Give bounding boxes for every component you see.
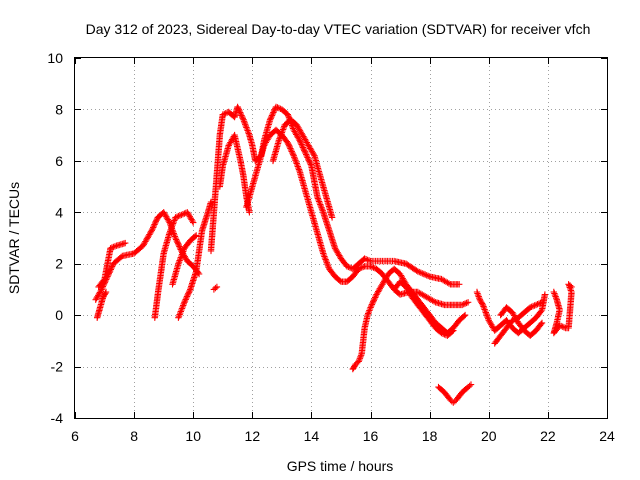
series-track-2 [95, 239, 129, 291]
x-axis-label: GPS time / hours [287, 458, 394, 474]
marker-trail [391, 278, 457, 339]
series-track-6 [169, 232, 200, 288]
marker-trail [269, 116, 336, 221]
grid [75, 58, 607, 418]
marker-trail [175, 198, 215, 321]
x-tick-label: 20 [481, 428, 497, 444]
series-track-13 [391, 278, 457, 339]
marker-trail [94, 288, 110, 321]
y-tick-label: 2 [55, 256, 63, 272]
series-track-11 [269, 116, 336, 221]
series-track-8 [207, 103, 463, 288]
x-tick-label: 6 [71, 428, 79, 444]
series-track-9 [216, 131, 253, 216]
x-tick-label: 16 [363, 428, 379, 444]
marker-trail [216, 131, 253, 216]
x-tick-label: 12 [245, 428, 261, 444]
marker-trail [169, 232, 200, 288]
y-tick-labels: -4 -2 0 2 4 6 8 10 [47, 50, 63, 426]
series-track-14 [435, 381, 475, 406]
series-track-3 [94, 288, 110, 321]
series-track-16 [491, 299, 546, 347]
y-tick-label: 10 [47, 50, 63, 66]
series-track-18 [550, 281, 575, 337]
axis-ticks [75, 58, 608, 419]
marker-trail [491, 299, 546, 347]
marker-trail [497, 304, 546, 339]
marker-trail [435, 381, 475, 406]
y-tick-label: 4 [55, 204, 63, 220]
y-axis-label: SDTVAR / TECUs [6, 182, 22, 294]
y-tick-label: 0 [55, 307, 63, 323]
marker-trail [95, 239, 129, 291]
x-tick-label: 22 [540, 428, 556, 444]
marker-trail [550, 281, 575, 337]
x-tick-labels: 6 8 10 12 14 16 18 20 22 24 [71, 428, 615, 444]
series-track-17 [497, 304, 546, 339]
series-track-4 [151, 209, 197, 321]
marker-trail [210, 283, 221, 293]
series-track-5 [175, 198, 215, 321]
x-tick-label: 24 [599, 428, 615, 444]
series-track-7 [210, 283, 221, 293]
x-tick-label: 8 [130, 428, 138, 444]
marker-trail [207, 103, 463, 288]
y-tick-label: 8 [55, 101, 63, 117]
plot-frame [74, 57, 608, 419]
y-tick-label: 6 [55, 153, 63, 169]
marker-trail [151, 209, 197, 321]
x-tick-label: 10 [185, 428, 201, 444]
y-tick-label: -4 [51, 410, 64, 426]
y-tick-label: -2 [51, 359, 64, 375]
data-points [92, 103, 575, 406]
x-tick-label: 14 [304, 428, 320, 444]
chart-title: Day 312 of 2023, Sidereal Day-to-day VTE… [86, 21, 591, 37]
x-tick-label: 18 [422, 428, 438, 444]
